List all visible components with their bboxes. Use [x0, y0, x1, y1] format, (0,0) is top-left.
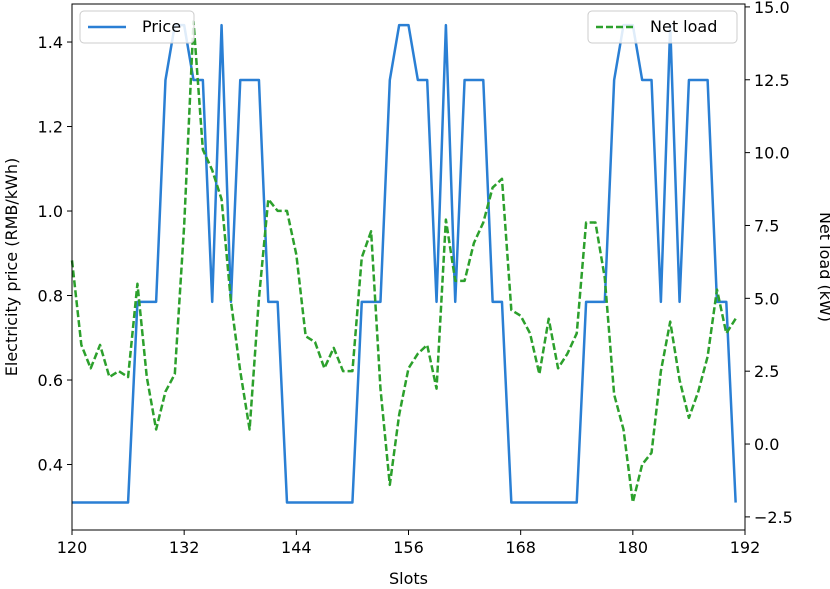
y-axis-right: −2.5 0.0 2.5 5.0 7.5 10.0 12.5 15.0: [745, 0, 793, 527]
y-right-tick-label: 0.0: [754, 435, 779, 454]
x-axis-title: Slots: [389, 569, 428, 588]
legend-price-box: [79, 10, 195, 44]
y-axis-left-title: Electricity price (RMB/kWh): [2, 158, 21, 376]
y-right-tick-label: 12.5: [754, 71, 790, 90]
legend-net-load-label: Net load: [650, 17, 717, 36]
x-tick-label: 180: [618, 538, 649, 557]
y-left-tick-label: 1.4: [38, 33, 63, 52]
legend-price: Price: [79, 10, 195, 44]
y-right-tick-label: 10.0: [754, 144, 790, 163]
y-left-tick-label: 0.8: [38, 287, 63, 306]
y-left-tick-label: 1.0: [38, 202, 63, 221]
series-line-net-load: [70, 20, 737, 504]
x-axis: 120 132 144 156 168 180 192: [57, 530, 761, 557]
series-line-price: [72, 23, 737, 504]
x-tick-label: 132: [169, 538, 200, 557]
y-axis-left: 0.4 0.6 0.8 1.0 1.2 1.4: [38, 33, 72, 475]
legend-net-load: Net load: [587, 10, 738, 44]
y-left-tick-label: 0.4: [38, 456, 63, 475]
y-right-tick-label: 2.5: [754, 362, 779, 381]
x-tick-label: 168: [505, 538, 536, 557]
y-right-tick-label: 7.5: [754, 216, 779, 235]
y-left-tick-label: 0.6: [38, 371, 63, 390]
y-left-tick-label: 1.2: [38, 118, 63, 137]
x-tick-label: 156: [393, 538, 424, 557]
y-right-tick-label: −2.5: [754, 508, 793, 527]
legend-price-label: Price: [142, 17, 181, 36]
y-axis-right-title: Net load (kW): [816, 212, 830, 322]
y-right-tick-label: 15.0: [754, 0, 790, 17]
x-tick-label: 144: [281, 538, 312, 557]
x-tick-label: 120: [57, 538, 88, 557]
plot-area: [70, 20, 737, 504]
legend-net-load-box: [587, 10, 738, 44]
y-right-tick-label: 5.0: [754, 289, 779, 308]
x-tick-label: 192: [730, 538, 761, 557]
plot-frame: [71, 3, 746, 531]
